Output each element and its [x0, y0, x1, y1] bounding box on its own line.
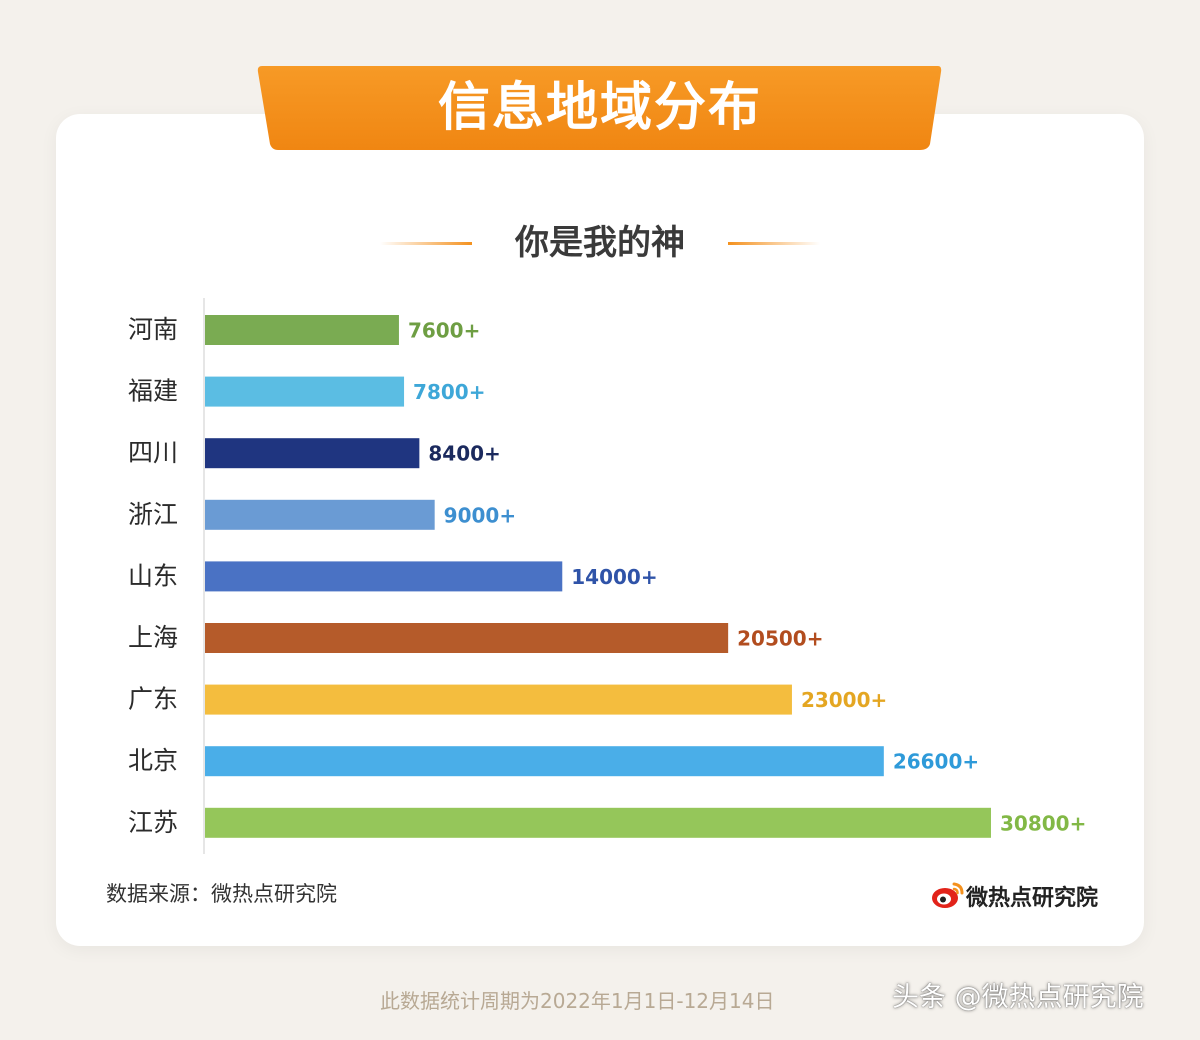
- category-label: 广东: [128, 685, 178, 714]
- logo-text: 微热点研究院: [966, 886, 1099, 911]
- weibo-eye-icon: [932, 882, 964, 908]
- category-label: 北京: [128, 746, 178, 775]
- bar: [205, 315, 399, 345]
- value-label: 26600+: [893, 750, 979, 774]
- category-label: 浙江: [128, 500, 178, 529]
- bar: [205, 376, 405, 407]
- bar: [205, 623, 729, 653]
- value-label: 23000+: [801, 688, 887, 712]
- banner-shape: [257, 66, 942, 150]
- brand-logo: 微热点研究院: [930, 876, 1098, 916]
- value-label: 9000+: [444, 503, 516, 527]
- bar: [205, 438, 420, 469]
- banner-title: 信息地域分布: [437, 78, 762, 138]
- value-label: 14000+: [571, 565, 657, 589]
- category-label: 山东: [128, 561, 178, 590]
- category-label: 福建: [128, 377, 178, 406]
- value-label: 7600+: [408, 319, 480, 343]
- value-label: 7800+: [413, 380, 485, 404]
- category-label: 江苏: [128, 808, 178, 837]
- subtitle-left-line: [380, 242, 472, 245]
- data-source: 数据来源：微热点研究院: [106, 882, 337, 906]
- watermark: 头条 @微热点研究院: [892, 982, 1144, 1013]
- bar: [205, 807, 991, 838]
- bar: [205, 499, 435, 530]
- chart-subtitle-row: 你是我的神: [380, 218, 820, 268]
- category-label: 四川: [128, 438, 178, 467]
- value-label: 30800+: [1000, 811, 1086, 835]
- subtitle-right-line: [728, 242, 820, 245]
- chart-card: [56, 114, 1144, 946]
- bar: [205, 746, 884, 777]
- bar: [205, 561, 563, 592]
- value-label: 8400+: [428, 442, 500, 466]
- category-label: 河南: [128, 315, 178, 344]
- statistics-period-note: 此数据统计周期为2022年1月1日-12月14日: [380, 989, 775, 1013]
- category-label: 上海: [128, 623, 178, 652]
- bar: [205, 684, 792, 715]
- value-label: 20500+: [737, 627, 823, 651]
- title-banner: 信息地域分布: [256, 62, 944, 154]
- chart-title: 你是我的神: [515, 223, 685, 263]
